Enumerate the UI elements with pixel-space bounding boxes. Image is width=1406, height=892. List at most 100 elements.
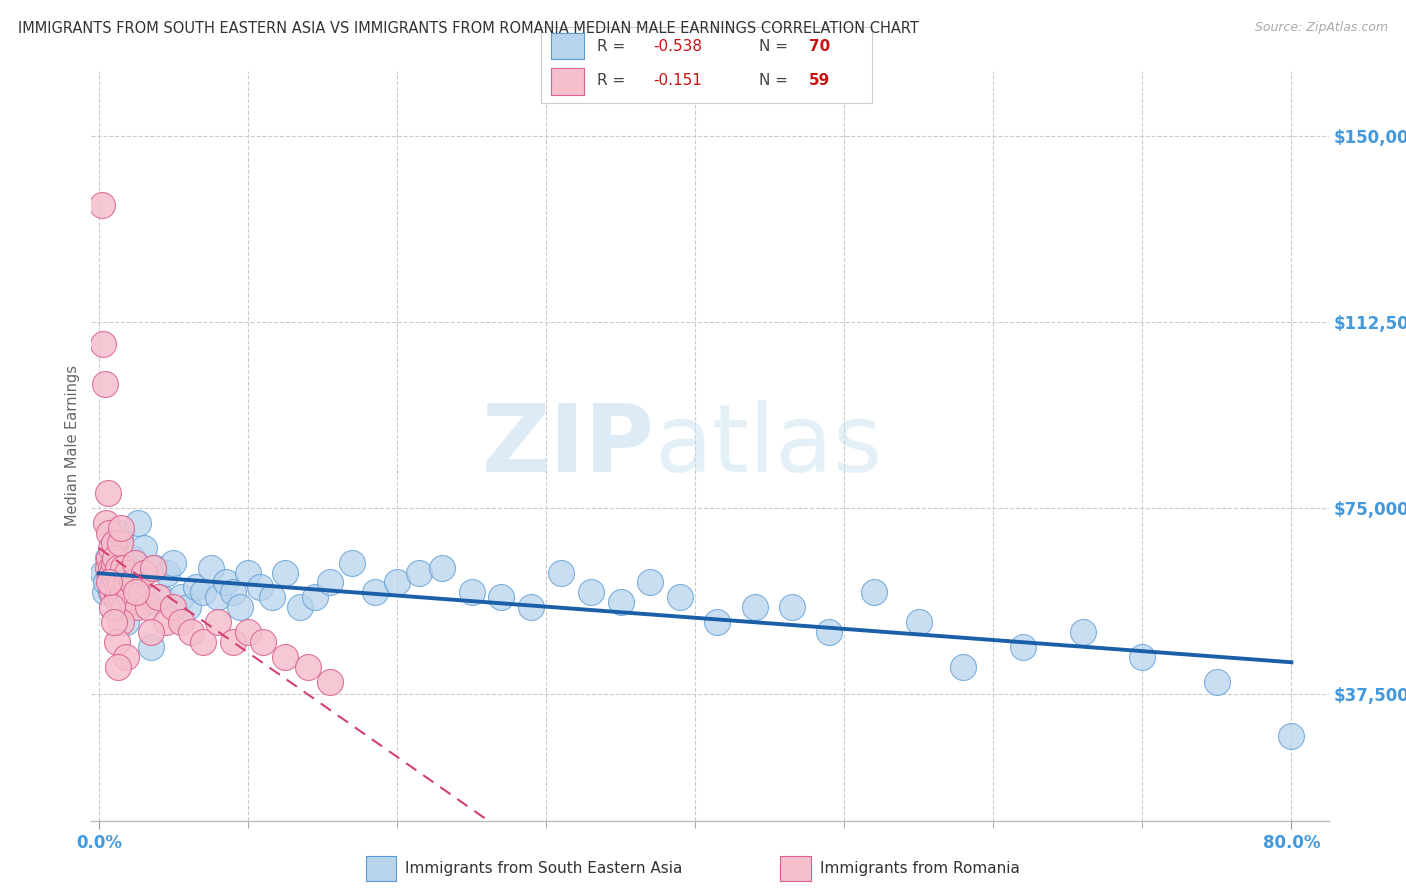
Point bbox=[162, 600, 184, 615]
Point bbox=[104, 550, 127, 565]
Point bbox=[98, 566, 121, 580]
Point bbox=[148, 591, 170, 605]
Point bbox=[100, 541, 122, 555]
Point bbox=[105, 635, 128, 649]
Point bbox=[579, 585, 602, 599]
Point bbox=[94, 585, 117, 599]
Point bbox=[118, 560, 141, 574]
Point bbox=[193, 585, 215, 599]
Point bbox=[101, 566, 124, 580]
Text: N =: N = bbox=[759, 73, 793, 87]
Point bbox=[132, 566, 155, 580]
Point bbox=[112, 591, 135, 605]
Point bbox=[170, 615, 193, 629]
Point bbox=[214, 575, 236, 590]
Text: IMMIGRANTS FROM SOUTH EASTERN ASIA VS IMMIGRANTS FROM ROMANIA MEDIAN MALE EARNIN: IMMIGRANTS FROM SOUTH EASTERN ASIA VS IM… bbox=[18, 21, 920, 36]
Point bbox=[193, 635, 215, 649]
Point bbox=[200, 560, 222, 574]
Point bbox=[111, 560, 134, 574]
Point bbox=[107, 660, 129, 674]
Point bbox=[491, 591, 513, 605]
Point bbox=[105, 570, 128, 584]
Point bbox=[252, 635, 274, 649]
Point bbox=[103, 535, 125, 549]
Point bbox=[108, 535, 131, 549]
Point bbox=[98, 550, 121, 565]
Point bbox=[114, 575, 136, 590]
Point bbox=[207, 591, 229, 605]
Point bbox=[124, 556, 146, 570]
Point bbox=[408, 566, 430, 580]
Point bbox=[297, 660, 319, 674]
Point bbox=[100, 560, 122, 574]
Point bbox=[91, 566, 114, 580]
Point bbox=[1071, 625, 1094, 640]
Point bbox=[121, 575, 143, 590]
Point bbox=[97, 550, 120, 565]
Point bbox=[135, 595, 157, 609]
Point bbox=[229, 600, 252, 615]
Point bbox=[609, 595, 631, 609]
Text: R =: R = bbox=[598, 38, 631, 54]
Point bbox=[706, 615, 728, 629]
Point bbox=[107, 560, 129, 574]
Point bbox=[94, 376, 117, 391]
Point bbox=[132, 541, 155, 555]
Point bbox=[112, 600, 135, 615]
Point bbox=[385, 575, 408, 590]
Point bbox=[101, 581, 124, 595]
Point bbox=[319, 575, 342, 590]
Point bbox=[342, 556, 364, 570]
Point bbox=[363, 585, 385, 599]
Point bbox=[105, 591, 128, 605]
Point bbox=[260, 591, 283, 605]
Point bbox=[111, 560, 134, 574]
Point bbox=[1130, 649, 1153, 664]
Point bbox=[141, 560, 163, 574]
Point bbox=[184, 581, 207, 595]
Text: Source: ZipAtlas.com: Source: ZipAtlas.com bbox=[1254, 21, 1388, 34]
Point bbox=[100, 585, 122, 599]
Point bbox=[952, 660, 974, 674]
Point bbox=[136, 600, 159, 615]
Point bbox=[115, 566, 138, 580]
Point bbox=[118, 591, 141, 605]
Point bbox=[108, 600, 131, 615]
Point bbox=[863, 585, 886, 599]
Point bbox=[907, 615, 929, 629]
Y-axis label: Median Male Earnings: Median Male Earnings bbox=[65, 366, 80, 526]
Point bbox=[97, 486, 120, 500]
Text: Immigrants from Romania: Immigrants from Romania bbox=[820, 862, 1019, 876]
Point bbox=[114, 615, 136, 629]
Point bbox=[101, 585, 124, 599]
Point bbox=[520, 600, 543, 615]
Point bbox=[430, 560, 453, 574]
Point bbox=[108, 575, 131, 590]
Point bbox=[110, 521, 132, 535]
Point bbox=[125, 585, 148, 599]
Point bbox=[121, 550, 143, 565]
Point bbox=[104, 535, 127, 549]
Point bbox=[115, 570, 138, 584]
Text: -0.151: -0.151 bbox=[654, 73, 703, 87]
Point bbox=[460, 585, 482, 599]
Point bbox=[96, 575, 118, 590]
Point bbox=[124, 585, 146, 599]
Point bbox=[274, 566, 297, 580]
Point bbox=[177, 600, 200, 615]
Point bbox=[91, 337, 114, 351]
Point bbox=[249, 581, 271, 595]
Point bbox=[139, 640, 162, 654]
Point bbox=[96, 516, 118, 530]
Point bbox=[288, 600, 311, 615]
Point bbox=[155, 615, 177, 629]
Text: N =: N = bbox=[759, 38, 793, 54]
Point bbox=[1012, 640, 1035, 654]
Point bbox=[236, 566, 259, 580]
Text: Immigrants from South Eastern Asia: Immigrants from South Eastern Asia bbox=[405, 862, 682, 876]
Point bbox=[236, 625, 259, 640]
Point bbox=[111, 585, 134, 599]
Point bbox=[107, 585, 129, 599]
Point bbox=[156, 566, 179, 580]
Point bbox=[550, 566, 572, 580]
